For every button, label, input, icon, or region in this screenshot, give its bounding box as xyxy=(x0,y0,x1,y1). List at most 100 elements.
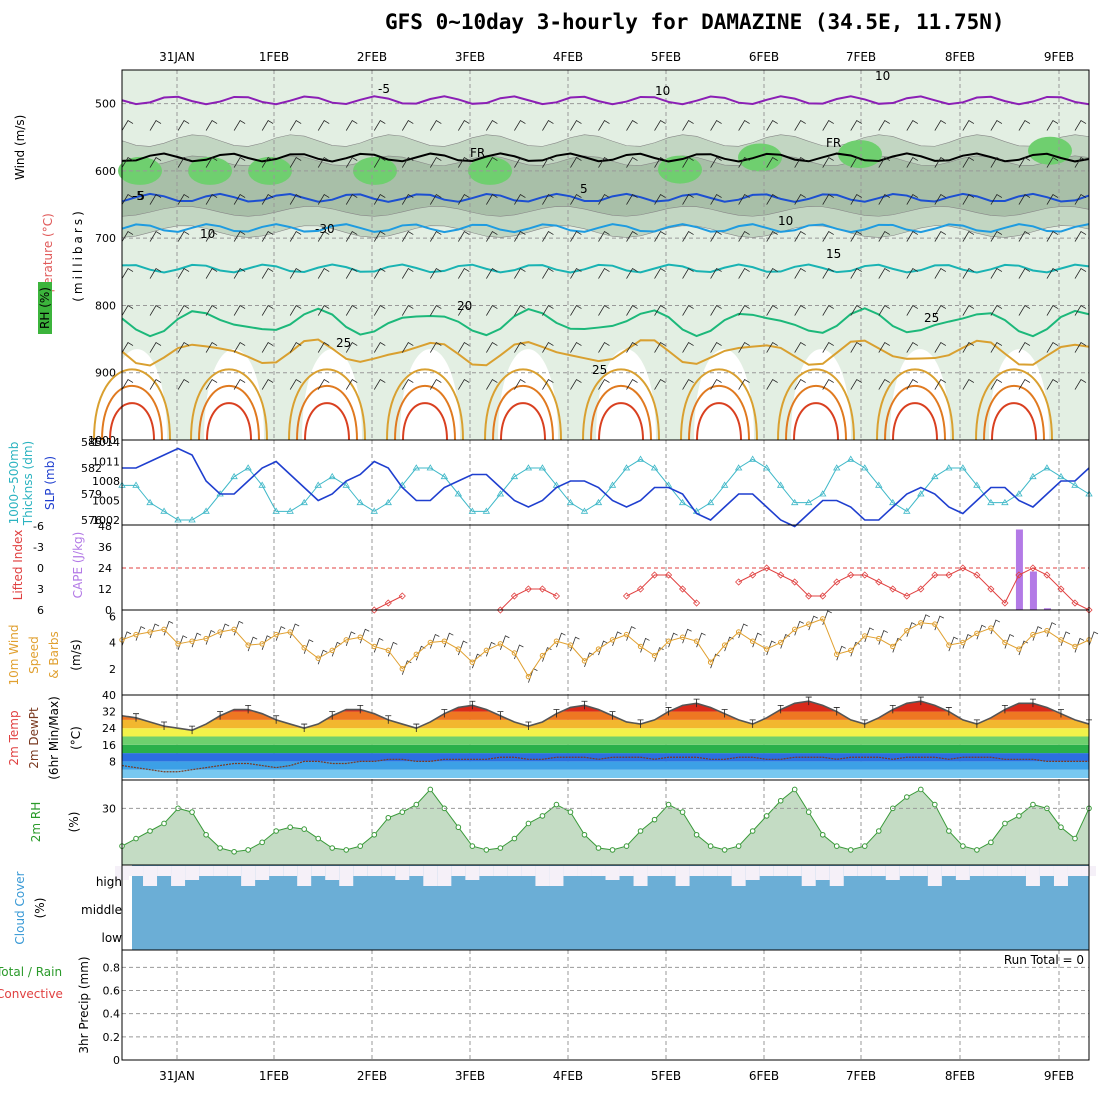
wind-barb xyxy=(261,230,274,242)
minmax-marker xyxy=(217,711,224,720)
date-label-top: 6FEB xyxy=(749,50,779,64)
wind-barb xyxy=(486,304,498,316)
thickness-marker xyxy=(482,507,491,514)
minmax-marker xyxy=(553,709,560,718)
wind-barb xyxy=(317,119,330,131)
isotherm-line xyxy=(121,338,1090,367)
wind-barb xyxy=(458,119,470,131)
wind-barb xyxy=(626,341,638,353)
high-cloud-gap xyxy=(423,866,438,886)
wind-barb xyxy=(1074,378,1087,390)
high-cloud-gap xyxy=(521,866,536,876)
wind10-tick-label: 6 xyxy=(109,610,116,623)
high-cloud-gap xyxy=(549,866,564,886)
rh-marker xyxy=(287,824,293,831)
wind10-barb xyxy=(514,644,524,660)
slp-tick-label: 1011 xyxy=(92,456,120,469)
high-cloud-gap xyxy=(899,866,914,876)
lifted-marker xyxy=(524,585,532,593)
lifted-marker xyxy=(763,564,771,572)
warm-isotherm xyxy=(598,402,644,441)
wind-barb xyxy=(878,119,890,131)
rh-marker xyxy=(385,814,392,821)
date-label-bottom: 4FEB xyxy=(553,1069,583,1083)
contour-label: 25 xyxy=(592,363,607,377)
wind10-marker xyxy=(791,626,798,633)
rh-marker xyxy=(399,809,406,815)
rh-marker xyxy=(693,831,700,838)
date-label-top: 9FEB xyxy=(1044,50,1074,64)
wind-barb xyxy=(317,267,330,279)
wind-barb xyxy=(401,267,414,279)
high-cloud-gap xyxy=(997,866,1012,876)
wind-barb xyxy=(766,156,778,168)
high-cloud-gap xyxy=(241,866,256,886)
wind10-barb xyxy=(359,628,370,644)
temp-fill-group xyxy=(122,701,1089,778)
wind-barb xyxy=(345,341,358,353)
temp-color-band xyxy=(122,753,1089,762)
wind-barb xyxy=(205,304,218,316)
high-cloud-gap xyxy=(577,866,592,876)
rh-marker xyxy=(133,835,139,842)
warm-isotherm xyxy=(304,402,350,441)
warm-isotherm xyxy=(793,402,839,441)
wind-barb xyxy=(878,193,890,205)
wind10-marker xyxy=(175,641,181,647)
thickness-marker xyxy=(244,464,252,471)
date-label-bottom: 31JAN xyxy=(159,1069,195,1083)
wind-barb xyxy=(682,341,694,353)
wind-barb xyxy=(149,156,162,168)
pressure-tick-label: 600 xyxy=(95,165,116,178)
contour-label: -5 xyxy=(132,189,144,203)
lifted-marker xyxy=(819,592,827,600)
wind10-marker xyxy=(161,626,167,633)
wind-barb xyxy=(822,119,834,131)
high-cloud-gap xyxy=(367,866,382,876)
warm-isotherm xyxy=(696,402,742,441)
wind10-barb xyxy=(500,635,510,650)
high-cloud-gap xyxy=(507,866,522,876)
wind-barb xyxy=(261,378,274,390)
wind-barb xyxy=(906,119,919,131)
rh-marker xyxy=(553,801,560,808)
wind10-marker xyxy=(497,641,504,647)
lifted-marker xyxy=(1029,564,1037,572)
rh-marker xyxy=(273,828,279,834)
date-label-top: 7FEB xyxy=(846,50,876,64)
wind-barb xyxy=(962,341,975,353)
lifted-marker xyxy=(1071,599,1079,607)
high-cloud-gap xyxy=(171,866,186,886)
minmax-marker xyxy=(609,711,616,720)
minmax-marker xyxy=(721,709,728,718)
high-cloud-gap xyxy=(703,866,718,876)
lifted-tick-label: -6 xyxy=(33,520,44,533)
thickness-marker xyxy=(720,481,729,488)
chart-title: GFS 0~10day 3-hourly for DAMAZINE (34.5E… xyxy=(385,10,1005,34)
wind-barb xyxy=(822,230,834,242)
high-cloud-gap xyxy=(199,866,214,876)
high-cloud-gap xyxy=(647,866,662,876)
wind-barb xyxy=(233,119,246,131)
thickness-marker xyxy=(959,464,967,471)
thickness-marker xyxy=(272,507,280,514)
precip-label-c: 3hr Precip (mm) xyxy=(77,956,91,1053)
wind10-marker xyxy=(1058,637,1064,643)
wind-barb xyxy=(149,304,162,316)
warm-isotherm xyxy=(386,368,464,441)
wind-barb xyxy=(570,378,582,390)
wind-barb xyxy=(598,156,610,168)
wind-barb xyxy=(429,119,442,131)
wind-barb xyxy=(205,230,218,242)
wind-barb xyxy=(906,230,919,242)
isotherm-line xyxy=(121,95,1090,106)
wind-barb xyxy=(149,119,162,131)
wind-barb xyxy=(149,193,162,205)
wind10-marker xyxy=(511,650,518,656)
wind-barb xyxy=(317,193,330,205)
wind-barb xyxy=(710,119,722,131)
wind-barb xyxy=(822,156,834,168)
wind-barb xyxy=(1018,119,1031,131)
wind-barb xyxy=(514,378,526,390)
precip-tick-label: 0.6 xyxy=(103,985,121,998)
